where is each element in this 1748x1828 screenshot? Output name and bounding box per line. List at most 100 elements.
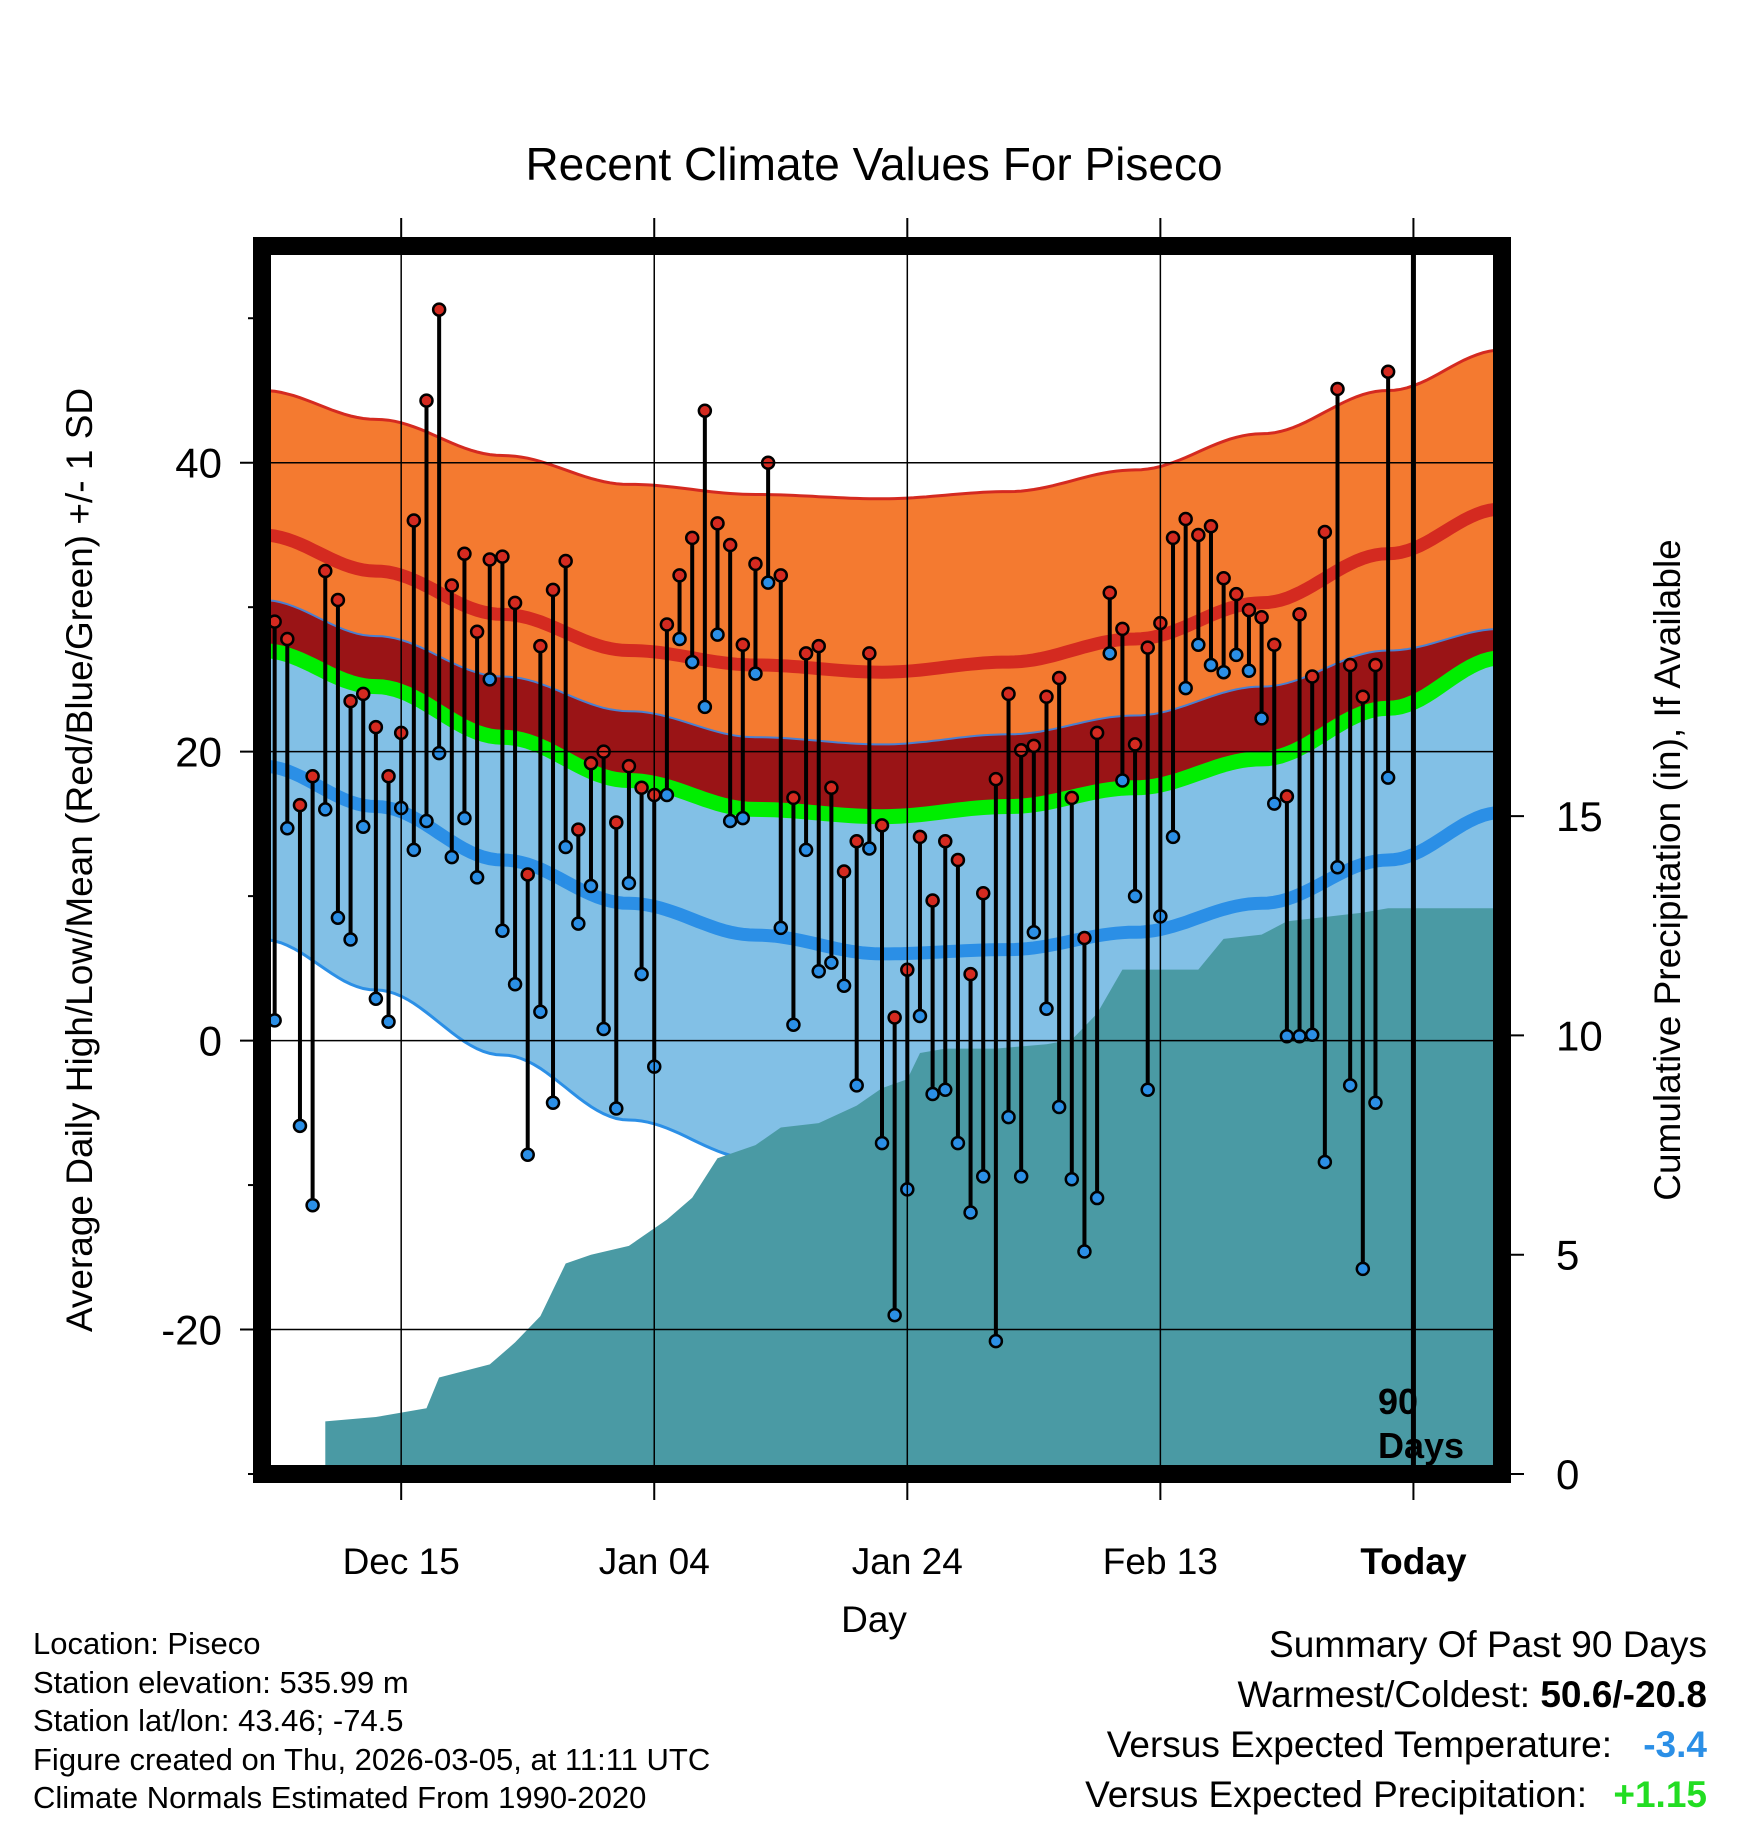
daily-low-point [558, 839, 573, 855]
daily-high-point [874, 818, 890, 833]
daily-low-point [419, 813, 434, 829]
daily-low-point [672, 631, 687, 647]
daily-high-point [482, 552, 498, 567]
daily-low-point [1089, 1190, 1105, 1206]
daily-high-point [292, 797, 308, 813]
daily-low-point [1013, 1169, 1029, 1184]
daily-low-point [1026, 924, 1042, 940]
daily-high-point [849, 833, 864, 849]
daily-high-point [330, 592, 346, 608]
x-axis-label: Day [841, 1599, 907, 1640]
daily-low-point [1051, 1099, 1067, 1115]
daily-low-point [1127, 888, 1143, 904]
daily-low-point [874, 1135, 890, 1151]
daily-high-point [1115, 621, 1130, 637]
daily-high-point [887, 1010, 902, 1025]
station-info: Location: Piseco Station elevation: 535.… [33, 1625, 710, 1818]
daily-low-point [355, 819, 371, 835]
daily-high-point [1064, 790, 1080, 806]
latlon-text: Station lat/lon: 43.46; -74.5 [33, 1703, 404, 1738]
daily-low-point [1330, 859, 1345, 875]
daily-low-point [381, 1014, 396, 1030]
x-tick-label: Today [1360, 1541, 1467, 1582]
x-tick-label: Feb 13 [1103, 1541, 1218, 1582]
daily-high-point [1355, 689, 1371, 704]
created-text: Figure created on Thu, 2026-03-05, at 11… [33, 1741, 711, 1777]
daily-low-point [975, 1169, 991, 1184]
summary-panel: Summary Of Past 90 Days Warmest/Coldest:… [1085, 1620, 1707, 1820]
daily-low-point [1077, 1244, 1092, 1259]
normal-mean-line [262, 643, 1502, 825]
daily-high-point [545, 582, 561, 598]
daily-high-point [533, 638, 548, 654]
daily-high-point [318, 563, 333, 579]
daily-high-point [1089, 725, 1105, 741]
daily-low-point [1001, 1109, 1016, 1125]
daily-low-point [1355, 1261, 1371, 1277]
daily-low-point [786, 1017, 801, 1032]
daily-high-point [925, 893, 940, 908]
temperature-anomaly-value: -3.4 [1643, 1724, 1707, 1765]
daily-low-point [887, 1307, 902, 1323]
daily-low-point [849, 1078, 864, 1093]
daily-low-point [1216, 664, 1231, 680]
daily-high-point [368, 719, 384, 735]
daily-low-point [950, 1135, 966, 1151]
daily-high-point [1304, 669, 1320, 684]
daily-high-point [798, 646, 814, 661]
daily-low-point [571, 916, 586, 931]
daily-low-point [773, 920, 789, 936]
daily-low-point [634, 966, 649, 982]
daily-high-point [697, 403, 713, 418]
y-tick-label: 20 [175, 729, 222, 776]
daily-high-point [1165, 530, 1181, 546]
y2-tick-label: 15 [1556, 793, 1603, 840]
y-tick-label: -20 [161, 1307, 222, 1354]
daily-low-point [912, 1008, 928, 1024]
daily-high-point [431, 302, 447, 317]
daily-low-point [1254, 711, 1269, 726]
daily-low-point [824, 955, 839, 970]
daily-low-point [1342, 1078, 1358, 1093]
daily-low-point [836, 978, 852, 993]
daily-high-point [836, 864, 852, 879]
daily-high-point [722, 537, 738, 553]
daily-low-point [1115, 773, 1130, 788]
daily-low-point [330, 910, 346, 926]
chart-title: Recent Climate Values For Piseco [525, 138, 1222, 190]
daily-high-point [1317, 524, 1333, 540]
daily-low-point [659, 787, 675, 803]
daily-high-point [1203, 519, 1219, 534]
warmest-coldest-row: Warmest/Coldest: 50.6/-20.8 [1085, 1670, 1707, 1720]
daily-low-point [1140, 1082, 1155, 1097]
daily-low-point [938, 1082, 953, 1097]
daily-high-point [355, 686, 371, 702]
daily-low-point [469, 870, 485, 885]
daily-low-point [748, 666, 763, 681]
daily-low-point [710, 627, 725, 642]
daily-high-point [938, 833, 953, 849]
daily-low-point [1241, 663, 1257, 678]
precipitation-anomaly-value: +1.15 [1613, 1774, 1707, 1815]
y-tick-label: 40 [175, 440, 222, 487]
daily-high-point [1254, 610, 1269, 625]
daily-low-point [444, 849, 460, 865]
band-edge-line [262, 599, 1502, 746]
daily-high-point [1330, 381, 1345, 397]
daily-high-point [1191, 527, 1206, 543]
daily-high-point [1001, 686, 1016, 702]
daily-low-point [684, 654, 700, 670]
daily-high-point [634, 780, 649, 796]
daily-low-point [1304, 1027, 1320, 1043]
daily-low-point [343, 932, 358, 947]
daily-high-point [1077, 930, 1092, 946]
daily-low-point [583, 878, 599, 894]
daily-high-point [1039, 689, 1054, 704]
daily-low-point [988, 1333, 1004, 1349]
y2-tick-label: 10 [1556, 1012, 1603, 1059]
temperature-anomaly-label: Versus Expected Temperature: [1106, 1724, 1612, 1765]
daily-high-point [975, 885, 991, 901]
daily-low-point [406, 842, 422, 858]
temperature-anomaly-row: Versus Expected Temperature: -3.4 [1085, 1720, 1707, 1770]
